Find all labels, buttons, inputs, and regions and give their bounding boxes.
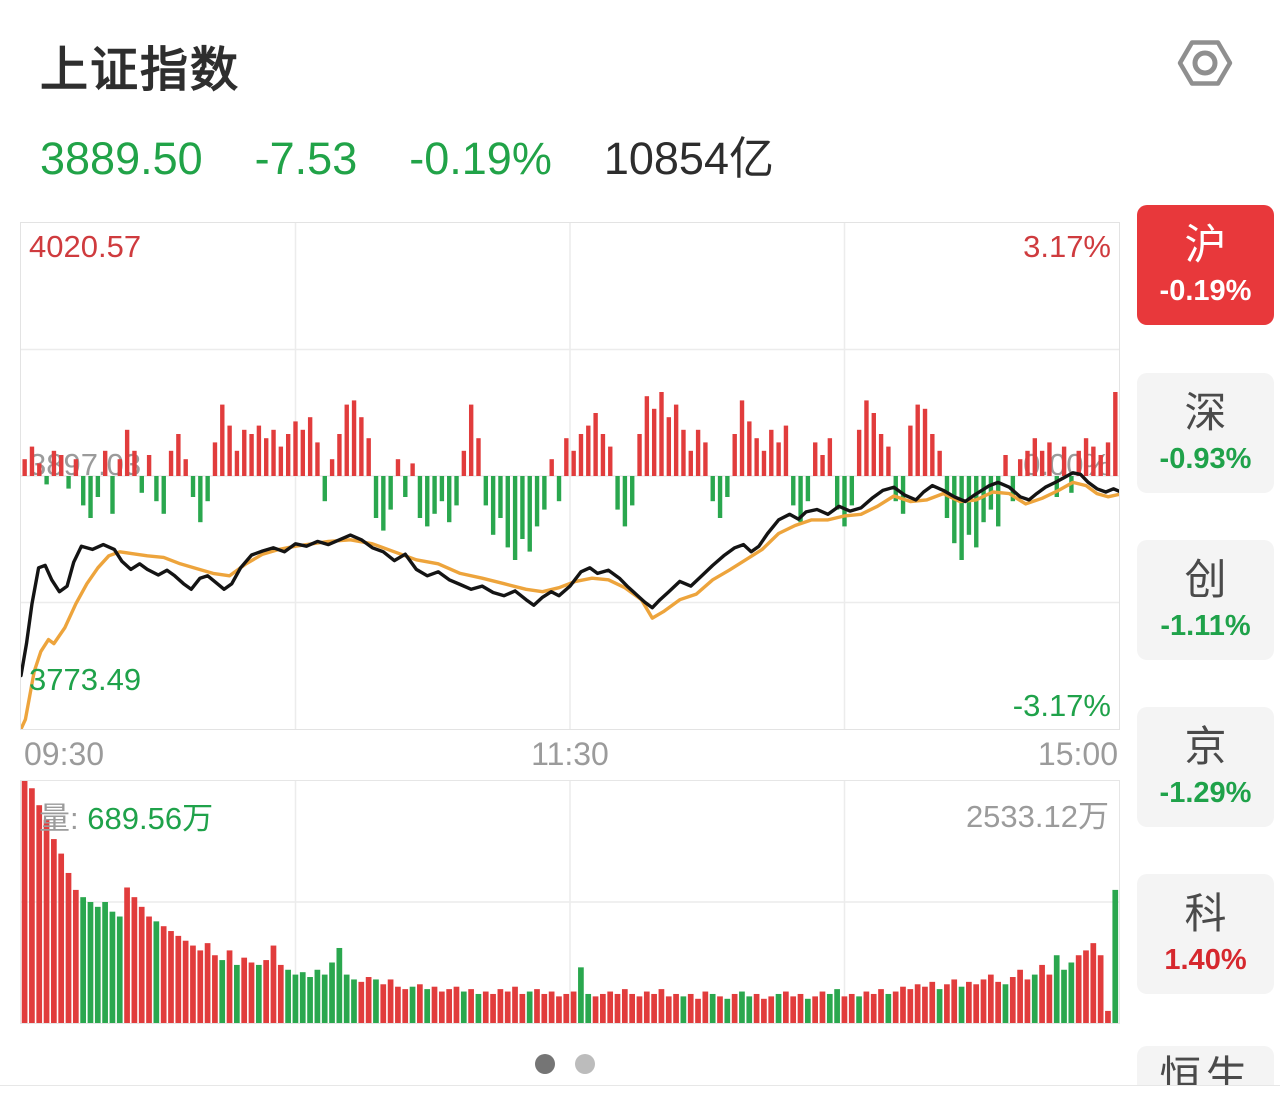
tab-market-label: 科 bbox=[1184, 890, 1227, 938]
high-price-label: 4020.57 bbox=[29, 229, 142, 264]
page-indicator bbox=[0, 1054, 1130, 1074]
tab-market-value: -0.93% bbox=[1159, 442, 1252, 475]
tab-market-cyb[interactable]: 创 -1.11% bbox=[1137, 540, 1274, 660]
low-price-label: 3773.49 bbox=[29, 662, 142, 697]
tab-market-sz[interactable]: 深 -0.93% bbox=[1137, 373, 1274, 493]
volume-chart[interactable]: 量: 689.56万 2533.12万 bbox=[20, 780, 1120, 1024]
tab-market-label: 创 bbox=[1184, 556, 1227, 604]
index-turnover: 10854亿 bbox=[603, 133, 774, 184]
intraday-price-chart[interactable]: 3897.03 0.00% 4020.57 3.17% 3773.49 -3.1… bbox=[20, 222, 1120, 730]
index-change-pct: -0.19% bbox=[409, 133, 552, 184]
prev-close-label: 3897.03 bbox=[29, 447, 142, 482]
tab-market-value: 1.40% bbox=[1164, 943, 1247, 976]
settings-gear-icon[interactable] bbox=[1176, 34, 1234, 92]
bottom-divider bbox=[0, 1085, 1280, 1086]
volume-chart-canvas bbox=[21, 781, 1119, 1023]
tab-market-value: -1.11% bbox=[1160, 609, 1251, 642]
tab-market-sh[interactable]: 沪 -0.19% bbox=[1137, 205, 1274, 325]
page-dot-2[interactable] bbox=[575, 1054, 595, 1074]
price-chart-canvas bbox=[21, 223, 1119, 729]
index-change: -7.53 bbox=[254, 133, 358, 184]
volume-prefix: 量: bbox=[39, 801, 79, 836]
tab-market-label: 深 bbox=[1184, 389, 1227, 437]
page-dot-1[interactable] bbox=[535, 1054, 555, 1074]
time-axis: 09:30 11:30 15:00 bbox=[20, 736, 1120, 780]
tab-market-value: -0.19% bbox=[1159, 274, 1252, 307]
tab-market-value: -1.29% bbox=[1159, 776, 1252, 809]
high-pct-label: 3.17% bbox=[1023, 229, 1111, 264]
tab-market-label: 京 bbox=[1184, 723, 1227, 771]
tick-close: 15:00 bbox=[1037, 736, 1118, 772]
tick-noon: 11:30 bbox=[531, 736, 609, 772]
tab-market-hengsheng[interactable]: 恒生 bbox=[1137, 1046, 1274, 1085]
index-price: 3889.50 bbox=[40, 133, 203, 184]
tab-market-label: 恒生 bbox=[1159, 1053, 1252, 1085]
current-volume-label: 量: 689.56万 bbox=[39, 793, 213, 838]
page-title: 上证指数 bbox=[40, 44, 241, 97]
tick-open: 09:30 bbox=[24, 736, 105, 772]
max-volume-label: 2533.12万 bbox=[965, 799, 1109, 834]
volume-value: 689.56万 bbox=[87, 801, 214, 836]
low-pct-label: -3.17% bbox=[1012, 688, 1111, 723]
quote-row: 3889.50 -7.53 -0.19% 10854亿 bbox=[40, 122, 774, 187]
tab-market-label: 沪 bbox=[1184, 221, 1227, 269]
tab-market-bj[interactable]: 京 -1.29% bbox=[1137, 707, 1274, 827]
tab-market-kcb[interactable]: 科 1.40% bbox=[1137, 874, 1274, 994]
